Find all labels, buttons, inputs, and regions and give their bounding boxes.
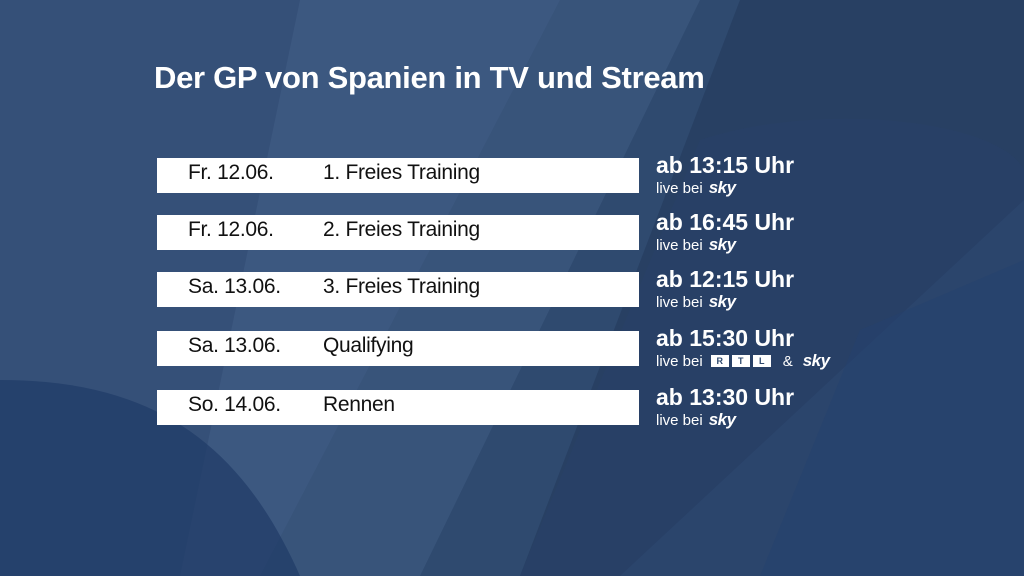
session-name: Rennen [323, 393, 395, 416]
session-name: 2. Freies Training [323, 218, 480, 241]
session-time: ab 16:45 Uhr [656, 209, 795, 235]
live-info: live bei R T L & sky [656, 351, 830, 371]
session-name: 1. Freies Training [323, 161, 480, 184]
schedule-bar [157, 215, 639, 250]
rtl-logo-letter: T [731, 355, 750, 367]
sky-logo: sky [708, 292, 736, 311]
live-prefix: live bei [656, 352, 703, 370]
ampersand: & [782, 352, 793, 370]
session-name: Qualifying [323, 334, 414, 357]
live-prefix: live bei [656, 293, 703, 311]
sky-logo: sky [708, 178, 736, 197]
session-date: So. 14.06. [188, 393, 281, 416]
live-info: live bei sky [656, 235, 736, 255]
sky-logo: sky [802, 351, 830, 370]
rtl-logo-letter: L [752, 355, 771, 367]
session-name: 3. Freies Training [323, 275, 480, 298]
schedule-bar [157, 158, 639, 193]
session-date: Fr. 12.06. [188, 161, 274, 184]
sky-logo: sky [708, 235, 736, 254]
schedule-bar [157, 272, 639, 307]
session-time: ab 15:30 Uhr [656, 325, 795, 351]
schedule-row-4: Sa. 13.06. Qualifying ab 15:30 Uhr live … [0, 325, 1024, 391]
schedule-row-3: Sa. 13.06. 3. Freies Training ab 12:15 U… [0, 266, 1024, 332]
schedule-row-2: Fr. 12.06. 2. Freies Training ab 16:45 U… [0, 209, 1024, 275]
session-date: Fr. 12.06. [188, 218, 274, 241]
session-time: ab 13:30 Uhr [656, 384, 795, 410]
live-prefix: live bei [656, 236, 703, 254]
session-date: Sa. 13.06. [188, 275, 281, 298]
session-time: ab 13:15 Uhr [656, 152, 795, 178]
sky-logo: sky [708, 410, 736, 429]
session-date: Sa. 13.06. [188, 334, 281, 357]
live-prefix: live bei [656, 179, 703, 197]
live-info: live bei sky [656, 178, 736, 198]
session-time: ab 12:15 Uhr [656, 266, 795, 292]
schedule-bar [157, 390, 639, 425]
live-prefix: live bei [656, 411, 703, 429]
page-title: Der GP von Spanien in TV und Stream [154, 60, 705, 95]
schedule-row-5: So. 14.06. Rennen ab 13:30 Uhr live bei … [0, 384, 1024, 450]
schedule-bar [157, 331, 639, 366]
live-info: live bei sky [656, 410, 736, 430]
rtl-logo: R T L [710, 355, 771, 367]
schedule-row-1: Fr. 12.06. 1. Freies Training ab 13:15 U… [0, 152, 1024, 218]
rtl-logo-letter: R [710, 355, 729, 367]
live-info: live bei sky [656, 292, 736, 312]
